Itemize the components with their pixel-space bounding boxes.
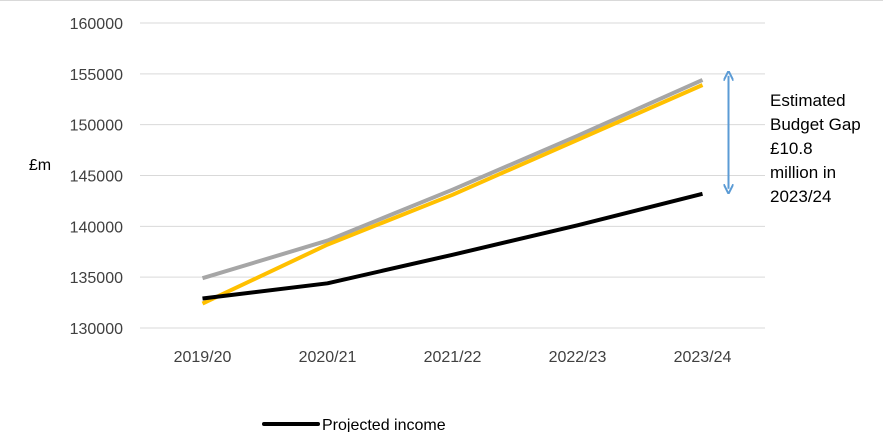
legend-label-projected-income: Projected income — [322, 417, 446, 432]
budget-gap-annotation: Estimated Budget Gap £10.8 million in 2023/2… — [729, 76, 861, 206]
top-border — [0, 0, 883, 1]
series-line-1 — [201, 78, 704, 281]
gridlines — [140, 22, 765, 329]
series-lines — [201, 78, 704, 306]
annotation-text-line: 2023/24 — [770, 187, 831, 206]
y-tick-label: 130000 — [70, 321, 123, 338]
x-tick-label: 2022/23 — [549, 349, 607, 366]
y-axis-title: £m — [29, 157, 51, 174]
annotation-text-line: Budget Gap — [770, 115, 861, 134]
annotation-text-line: million in — [770, 163, 836, 182]
y-axis-tick-labels: 130000 135000 140000 145000 150000 155000 1600… — [70, 16, 123, 338]
series-line-2 — [201, 83, 704, 306]
x-axis-tick-labels: 2019/20 2020/21 2021/22 2022/23 2023/24 — [174, 349, 732, 366]
y-tick-label: 140000 — [70, 219, 123, 236]
x-tick-label: 2019/20 — [174, 349, 232, 366]
x-tick-label: 2021/22 — [424, 349, 482, 366]
y-tick-label: 155000 — [70, 67, 123, 84]
legend: Projected income — [262, 417, 446, 432]
series-line-projected-income — [202, 191, 703, 301]
x-tick-label: 2020/21 — [299, 349, 357, 366]
x-tick-label: 2023/24 — [674, 349, 732, 366]
y-tick-label: 150000 — [70, 118, 123, 135]
annotation-text-line: Estimated — [770, 91, 846, 110]
y-tick-label: 160000 — [70, 16, 123, 33]
y-tick-label: 135000 — [70, 270, 123, 287]
annotation-text-line: £10.8 — [770, 139, 813, 158]
y-tick-label: 145000 — [70, 169, 123, 186]
